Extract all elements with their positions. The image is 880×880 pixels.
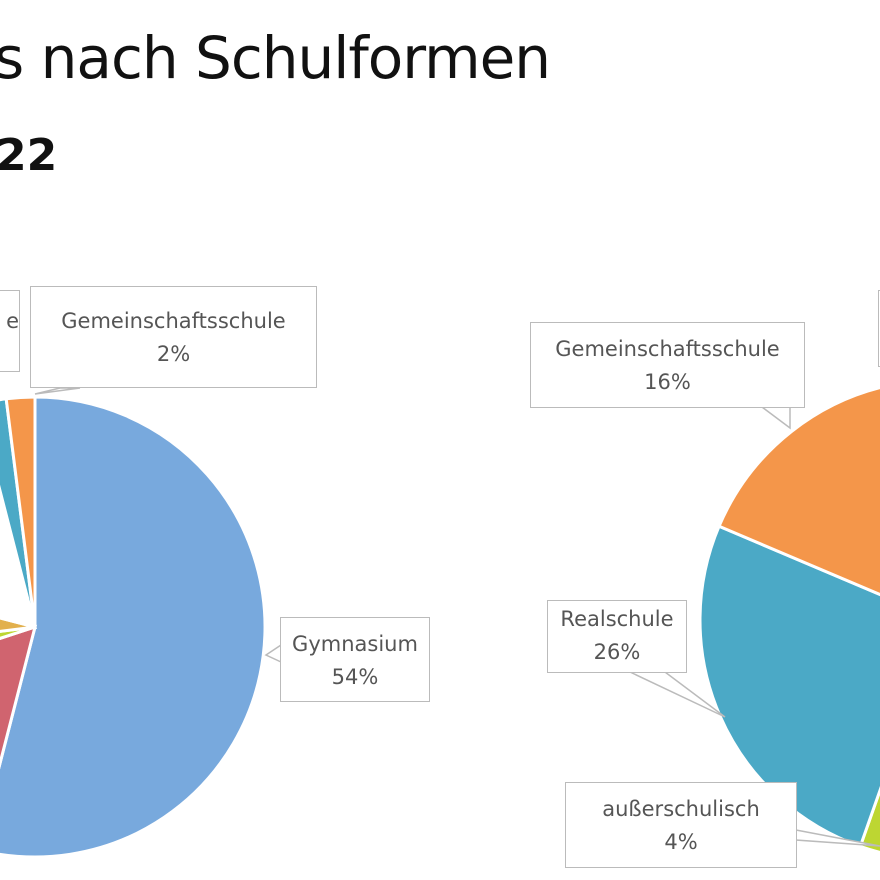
pointer-right-gemeinschaftsschule: [759, 406, 791, 430]
label-right-realschule: Realschule 26%: [547, 600, 687, 673]
label-left-gymnasium: Gymnasium 54%: [280, 617, 430, 702]
label-right-gemeinschaftsschule: Gemeinschaftsschule 16%: [530, 322, 805, 408]
pie0-slice-gymnasium-0: [0, 395, 267, 859]
label-right-cropped: [878, 290, 880, 367]
label-left-cropped: e: [0, 290, 20, 372]
slide-title: s nach Schulformen: [0, 24, 551, 92]
pie1-slice-realschule-1: [698, 524, 880, 849]
label-left-gemeinschaftsschule: Gemeinschaftsschule 2%: [30, 286, 317, 388]
pie0-slice-unlabeled-1: [0, 624, 38, 770]
pie1-slice-gemeinschaftsschule-2: [717, 386, 880, 597]
pie0-slice-gemeinschaftsschule-6: [4, 395, 37, 628]
label-right-ausserschulisch: außerschulisch 4%: [565, 782, 797, 868]
pointer-gymnasium: [264, 643, 282, 664]
slide-subtitle: 22: [0, 130, 58, 181]
pointer-left-gemeinschaftsschule: [34, 387, 81, 395]
